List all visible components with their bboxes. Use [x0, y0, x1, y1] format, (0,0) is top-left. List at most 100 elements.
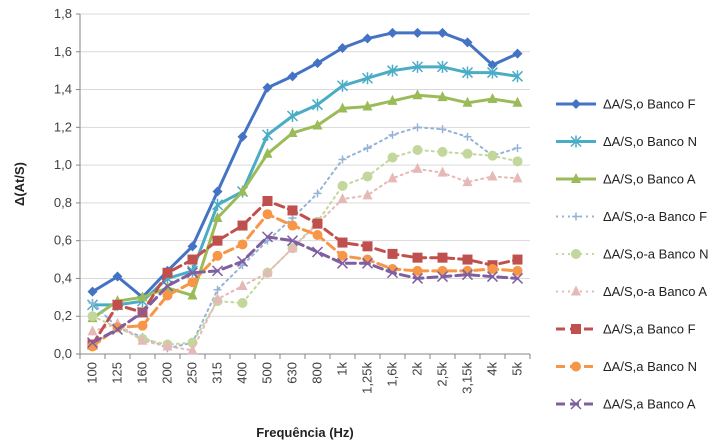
data-point: [362, 100, 373, 111]
data-point: [212, 235, 223, 246]
data-point: [411, 60, 424, 73]
data-point: [411, 272, 424, 284]
data-point: [363, 144, 372, 153]
y-axis-title: Δ(At/S): [12, 162, 27, 206]
data-point: [287, 242, 298, 253]
data-point: [486, 66, 499, 79]
legend-marker: [571, 324, 581, 334]
x-tick-label: 200: [160, 362, 175, 384]
x-tick-label: 3,15k: [460, 362, 475, 394]
data-point: [437, 252, 448, 263]
y-tick-label: 0,2: [54, 308, 72, 323]
data-point: [287, 71, 298, 82]
data-point: [436, 271, 449, 283]
data-point: [487, 150, 498, 161]
data-point: [162, 340, 173, 351]
x-tick-label: 1k: [335, 362, 350, 376]
y-tick-label: 0,6: [54, 233, 72, 248]
data-point: [286, 110, 299, 122]
series-lines: [86, 27, 524, 355]
data-point: [337, 250, 348, 261]
data-point: [312, 230, 323, 240]
data-point: [287, 127, 298, 137]
data-point: [337, 193, 348, 204]
data-point: [412, 145, 423, 155]
x-axis-title: Frequência (Hz): [256, 425, 354, 440]
data-point: [262, 196, 273, 206]
data-point: [187, 289, 198, 300]
data-point: [87, 311, 98, 322]
y-tick-label: 0,8: [54, 195, 72, 210]
data-point: [262, 82, 273, 93]
data-point: [361, 72, 374, 85]
x-tick-label: 630: [285, 362, 300, 384]
data-point: [487, 93, 498, 103]
x-tick-label: 2k: [410, 362, 425, 376]
data-point: [487, 60, 498, 70]
data-point: [386, 64, 399, 77]
data-point: [162, 290, 173, 301]
legend-label: ΔA/S,o-a Banco N: [603, 247, 709, 262]
data-point: [412, 252, 423, 263]
series-9: [86, 231, 524, 349]
legend-item: ΔA/S,o-a Banco N: [556, 247, 709, 262]
data-point: [311, 98, 324, 111]
data-point: [87, 325, 98, 336]
data-point: [387, 94, 398, 105]
x-tick-label: 500: [260, 362, 275, 384]
legend-marker: [570, 398, 582, 410]
series-5: [87, 145, 523, 350]
data-point: [463, 132, 472, 141]
y-tick-label: 1,4: [54, 82, 72, 97]
x-tick-label: 160: [135, 362, 150, 384]
data-point: [337, 102, 348, 113]
data-point: [412, 89, 423, 100]
data-point: [512, 172, 523, 183]
data-point: [437, 166, 448, 177]
data-point: [112, 322, 123, 333]
x-tick-label: 1,6k: [385, 362, 400, 387]
x-tick-label: 800: [310, 362, 325, 384]
data-point: [137, 291, 148, 302]
data-point: [338, 155, 347, 164]
data-point: [187, 337, 198, 348]
legend-marker: [571, 361, 581, 372]
data-point: [512, 265, 523, 276]
y-tick-label: 1,8: [54, 6, 72, 21]
data-point: [312, 58, 323, 69]
data-point: [88, 299, 97, 307]
data-point: [462, 254, 473, 265]
data-point: [337, 43, 348, 53]
legend-label: ΔA/S,o Banco N: [603, 134, 697, 149]
data-point: [387, 248, 398, 259]
x-tick-label: 1,25k: [360, 362, 375, 394]
data-point: [512, 156, 523, 167]
data-point: [461, 66, 474, 79]
data-point: [237, 298, 248, 308]
legend-item: ΔA/S,a Banco F: [556, 322, 696, 337]
data-point: [387, 27, 398, 38]
data-point: [162, 267, 173, 278]
data-point: [137, 320, 148, 331]
gridlines: [80, 13, 530, 317]
series-line: [91, 199, 519, 347]
x-tick-label: 315: [210, 362, 225, 384]
data-point: [412, 162, 423, 173]
data-point: [486, 271, 499, 283]
data-point: [437, 265, 448, 276]
data-point: [213, 285, 222, 294]
data-point: [337, 180, 348, 191]
data-point: [512, 254, 523, 265]
data-point: [187, 254, 198, 265]
data-point: [461, 269, 474, 281]
data-point: [287, 205, 298, 216]
data-point: [437, 146, 448, 157]
legend-marker: [571, 99, 581, 109]
series-6: [87, 162, 523, 355]
legend: ΔA/S,o Banco F ΔA/S,o Banco N ΔA/S,o Banco…: [556, 97, 709, 412]
legend-label: ΔA/S,a Banco A: [603, 397, 696, 412]
data-point: [337, 237, 348, 248]
x-tick-label: 400: [235, 362, 250, 384]
data-point: [387, 152, 398, 163]
